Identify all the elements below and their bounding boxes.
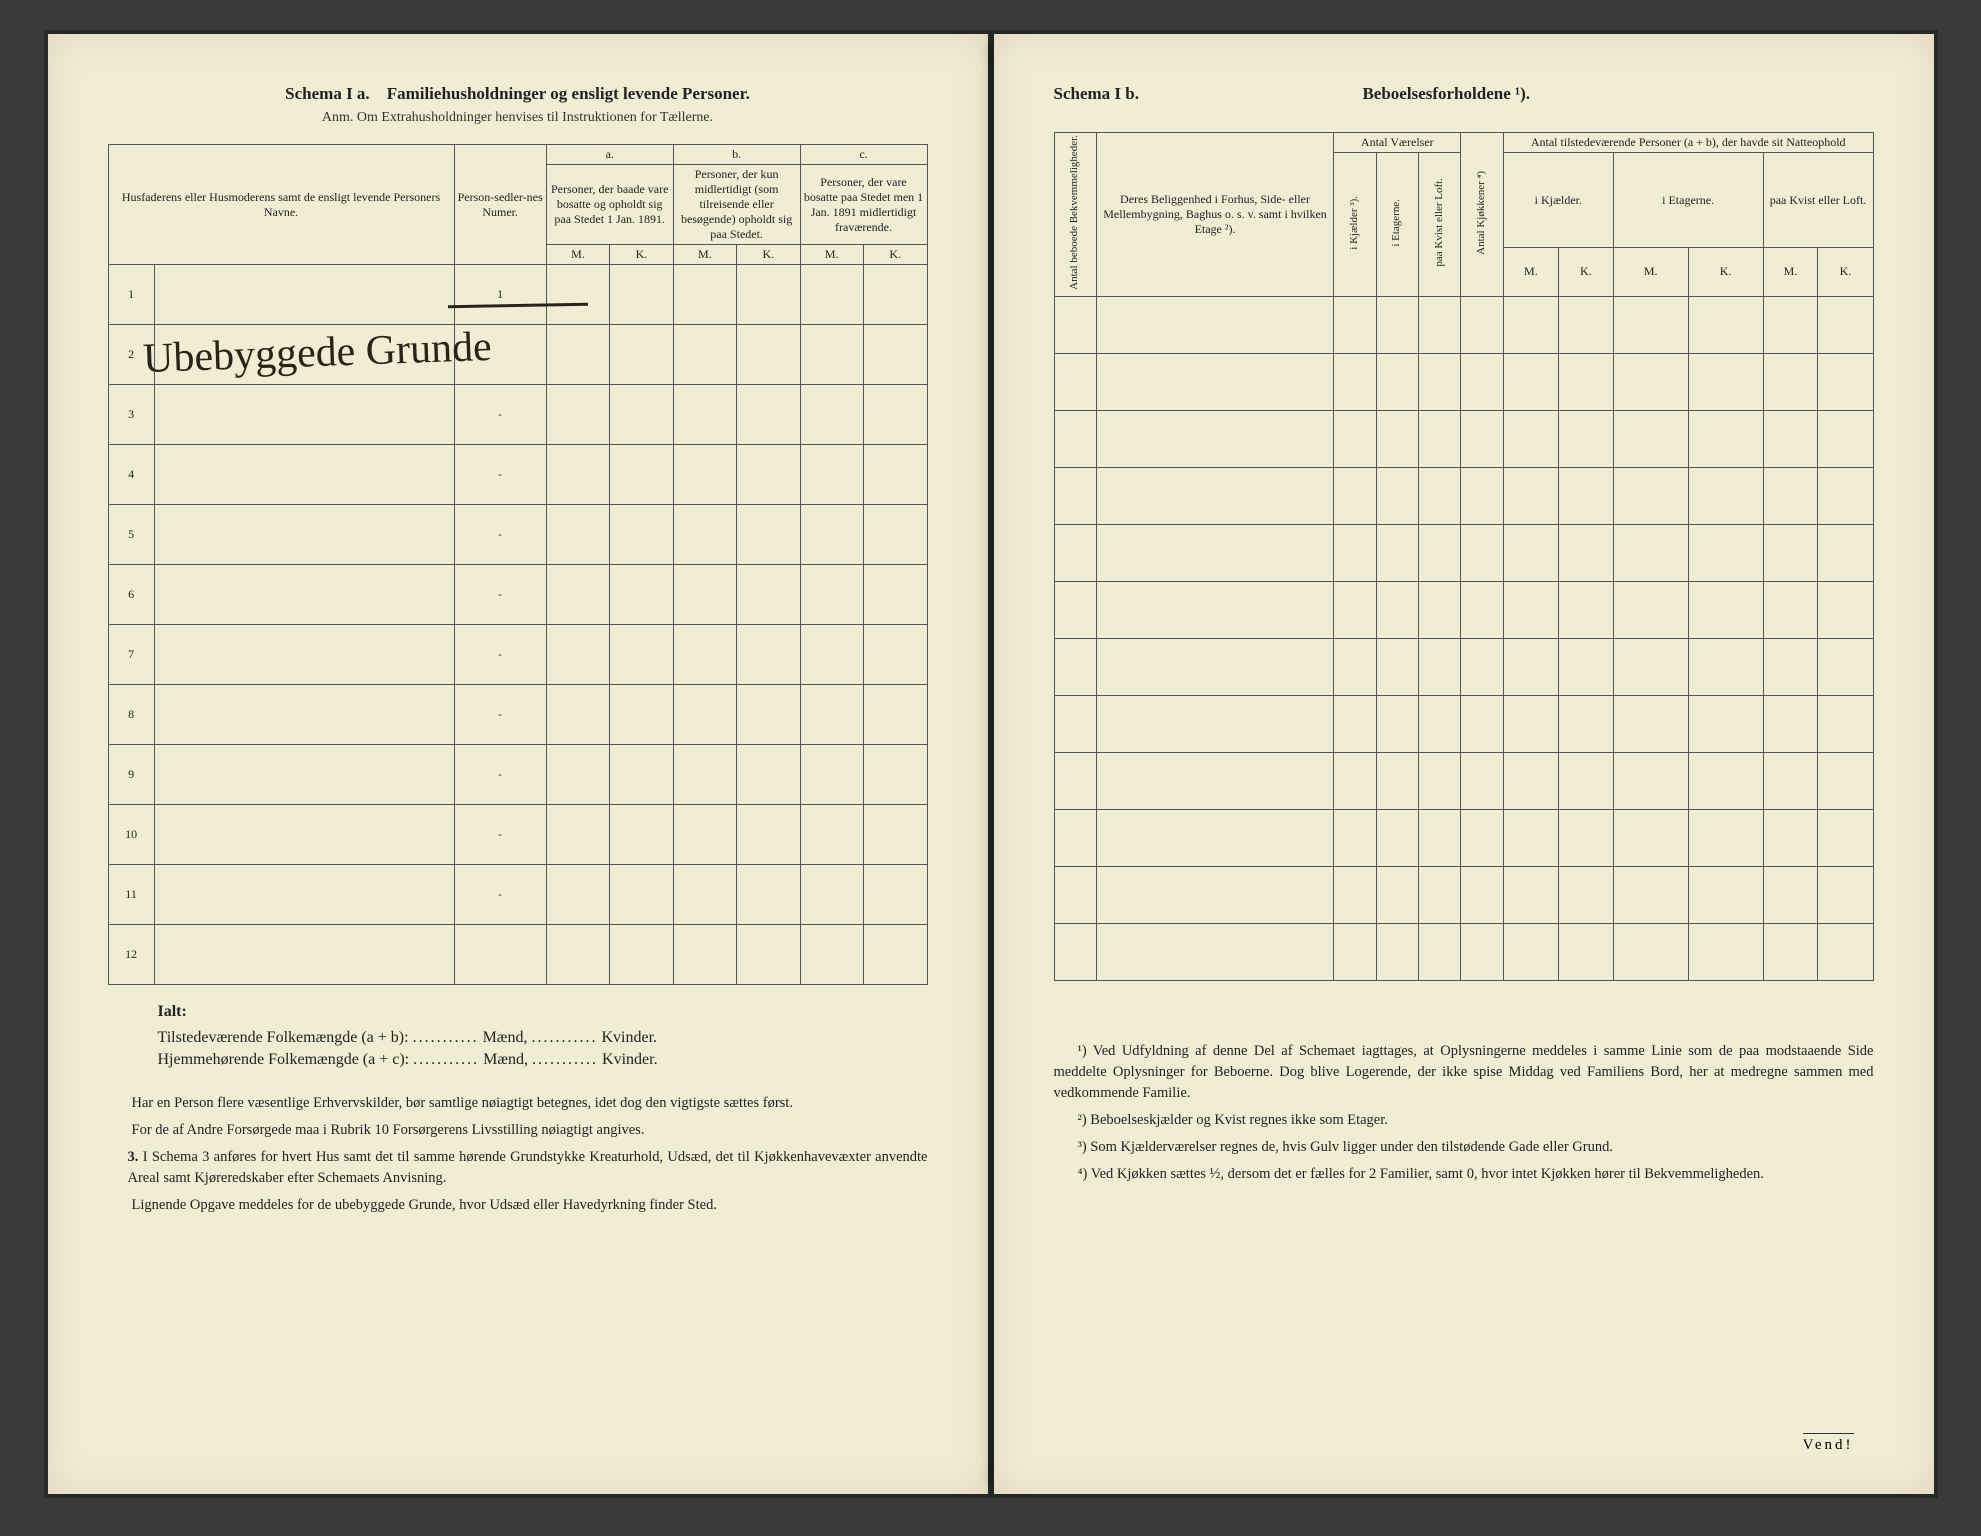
name-cell bbox=[154, 385, 454, 445]
schema-1a-title: Familiehusholdninger og ensligt levende … bbox=[387, 84, 750, 103]
right-title-row: Schema I b. Beboelsesforholdene ¹). bbox=[1054, 84, 1874, 104]
col-belig: Deres Beliggenhed i Forhus, Side- eller … bbox=[1096, 133, 1333, 297]
left-paragraphs: Har en Person flere væsentlige Erhvervsk… bbox=[108, 1093, 928, 1216]
para-1: Har en Person flere væsentlige Erhvervsk… bbox=[108, 1093, 928, 1114]
rownum: 11 bbox=[108, 865, 154, 925]
name-cell bbox=[154, 265, 454, 325]
col-n-kvist: paa Kvist eller Loft. bbox=[1763, 153, 1873, 248]
total-line-2: Hjemmehørende Folkemængde (a + c): .....… bbox=[158, 1051, 928, 1069]
table-1a: Husfaderens eller Husmoderens samt de en… bbox=[108, 144, 928, 985]
name-cell bbox=[154, 325, 454, 385]
table-1b-body bbox=[1054, 296, 1873, 980]
page-left: Schema I a. Familiehusholdninger og ensl… bbox=[48, 34, 988, 1494]
schema-1b-title: Beboelsesforholdene ¹). bbox=[1362, 84, 1530, 104]
col-names: Husfaderens eller Husmoderens samt de en… bbox=[108, 145, 454, 265]
rownum: 7 bbox=[108, 625, 154, 685]
numer-cell bbox=[454, 565, 546, 625]
rownum: 5 bbox=[108, 505, 154, 565]
rownum: 9 bbox=[108, 745, 154, 805]
col-numer: Person-sedler-nes Numer. bbox=[454, 145, 546, 265]
table-1a-body: 11 2 3 4 5 6 7 8 9 10 11 12 bbox=[108, 265, 927, 985]
rownum: 4 bbox=[108, 445, 154, 505]
vend-label: Vend! bbox=[1803, 1433, 1854, 1454]
grp-vaerelser: Antal Værelser bbox=[1334, 133, 1461, 153]
col-a-k: K. bbox=[610, 245, 673, 265]
col-a-desc: Personer, der baade vare bosatte og opho… bbox=[546, 165, 673, 245]
numer-cell bbox=[454, 445, 546, 505]
note-2: ²) Beboelseskjælder og Kvist regnes ikke… bbox=[1054, 1110, 1874, 1131]
name-cell bbox=[154, 505, 454, 565]
col-n-etagerne: i Etagerne. bbox=[1613, 153, 1763, 248]
col-v-kjaelder: i Kjælder ³). bbox=[1334, 153, 1376, 297]
numer-cell bbox=[454, 385, 546, 445]
page-right: Schema I b. Beboelsesforholdene ¹). Anta… bbox=[994, 34, 1934, 1494]
note-3: ³) Som Kjælderværelser regnes de, hvis G… bbox=[1054, 1137, 1874, 1158]
mk-k: K. bbox=[1688, 248, 1763, 297]
col-b-label: b. bbox=[673, 145, 800, 165]
name-cell bbox=[154, 805, 454, 865]
numer-cell bbox=[454, 745, 546, 805]
name-cell bbox=[154, 445, 454, 505]
col-b-m: M. bbox=[673, 245, 736, 265]
mk-m: M. bbox=[1613, 248, 1688, 297]
name-cell bbox=[154, 625, 454, 685]
total-line-1: Tilstedeværende Folkemængde (a + b): ...… bbox=[158, 1029, 928, 1047]
rownum: 10 bbox=[108, 805, 154, 865]
name-cell bbox=[154, 745, 454, 805]
name-cell bbox=[154, 565, 454, 625]
totals-block: Ialt: Tilstedeværende Folkemængde (a + b… bbox=[108, 1003, 928, 1069]
name-cell bbox=[154, 925, 454, 985]
document-spread: Schema I a. Familiehusholdninger og ensl… bbox=[44, 30, 1938, 1498]
col-v-kvist: paa Kvist eller Loft. bbox=[1419, 153, 1461, 297]
numer-cell bbox=[454, 625, 546, 685]
rownum: 6 bbox=[108, 565, 154, 625]
rownum: 2 bbox=[108, 325, 154, 385]
para-4: Lignende Opgave meddeles for de ubebygge… bbox=[108, 1195, 928, 1216]
mk-k: K. bbox=[1558, 248, 1613, 297]
rownum: 12 bbox=[108, 925, 154, 985]
left-anm: Anm. Om Extrahusholdninger henvises til … bbox=[108, 110, 928, 126]
para-2: For de af Andre Forsørgede maa i Rubrik … bbox=[108, 1120, 928, 1141]
numer-cell bbox=[454, 325, 546, 385]
mk-m: M. bbox=[1503, 248, 1558, 297]
col-b-k: K. bbox=[737, 245, 800, 265]
col-a-m: M. bbox=[546, 245, 609, 265]
para-3: 3. I Schema 3 anføres for hvert Hus samt… bbox=[108, 1147, 928, 1189]
numer-cell: 1 bbox=[454, 265, 546, 325]
numer-cell bbox=[454, 805, 546, 865]
numer-cell bbox=[454, 685, 546, 745]
mk-m: M. bbox=[1763, 248, 1818, 297]
mk-k: K. bbox=[1818, 248, 1873, 297]
schema-1b-label: Schema I b. bbox=[1054, 84, 1139, 104]
right-footnotes: ¹) Ved Udfyldning af denne Del af Schema… bbox=[1054, 1041, 1874, 1185]
name-cell bbox=[154, 865, 454, 925]
rownum: 1 bbox=[108, 265, 154, 325]
numer-cell bbox=[454, 505, 546, 565]
numer-cell bbox=[454, 925, 546, 985]
col-kjokkener: Antal Kjøkkener ⁴) bbox=[1461, 133, 1503, 297]
table-1b: Antal beboede Bekvemmeligheder. Deres Be… bbox=[1054, 132, 1874, 981]
col-c-desc: Personer, der vare bosatte paa Stedet me… bbox=[800, 165, 927, 245]
col-b-desc: Personer, der kun midlertidigt (som tilr… bbox=[673, 165, 800, 245]
col-c-label: c. bbox=[800, 145, 927, 165]
note-4: ⁴) Ved Kjøkken sættes ½, dersom det er f… bbox=[1054, 1164, 1874, 1185]
col-v-etagerne: i Etagerne. bbox=[1376, 153, 1418, 297]
col-a-label: a. bbox=[546, 145, 673, 165]
left-title: Schema I a. Familiehusholdninger og ensl… bbox=[108, 84, 928, 104]
col-n-kjaelder: i Kjælder. bbox=[1503, 153, 1613, 248]
note-1: ¹) Ved Udfyldning af denne Del af Schema… bbox=[1054, 1041, 1874, 1104]
col-antal-bek: Antal beboede Bekvemmeligheder. bbox=[1054, 133, 1096, 297]
name-cell bbox=[154, 685, 454, 745]
grp-natteophold: Antal tilstedeværende Personer (a + b), … bbox=[1503, 133, 1873, 153]
col-c-m: M. bbox=[800, 245, 863, 265]
schema-1a-label: Schema I a. bbox=[285, 84, 370, 103]
rownum: 3 bbox=[108, 385, 154, 445]
rownum: 8 bbox=[108, 685, 154, 745]
ialt-label: Ialt: bbox=[158, 1003, 928, 1021]
numer-cell bbox=[454, 865, 546, 925]
col-c-k: K. bbox=[863, 245, 927, 265]
